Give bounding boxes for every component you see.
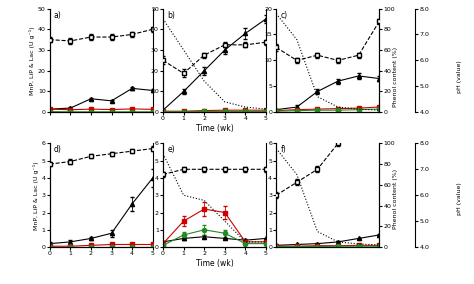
- Text: d): d): [54, 145, 62, 154]
- Text: e): e): [167, 145, 175, 154]
- Text: Phenol content (%): Phenol content (%): [393, 169, 398, 229]
- Text: b): b): [167, 11, 175, 20]
- Text: pH (value): pH (value): [457, 182, 462, 215]
- Text: a): a): [54, 11, 62, 20]
- Text: f): f): [281, 145, 286, 154]
- Text: pH (value): pH (value): [457, 60, 462, 93]
- X-axis label: Time (wk): Time (wk): [196, 259, 233, 268]
- Text: c): c): [281, 11, 288, 20]
- Text: Phenol content (%): Phenol content (%): [393, 47, 398, 107]
- X-axis label: Time (wk): Time (wk): [196, 124, 233, 133]
- Y-axis label: MnP, LiP & Lac (U g⁻¹): MnP, LiP & Lac (U g⁻¹): [33, 161, 39, 229]
- Y-axis label: MnP, LiP & Lac (U g⁻¹): MnP, LiP & Lac (U g⁻¹): [29, 26, 35, 95]
